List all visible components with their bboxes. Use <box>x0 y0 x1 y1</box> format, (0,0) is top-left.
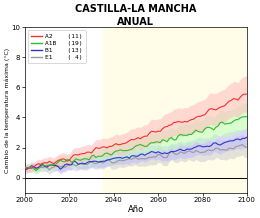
Legend: A2    (11), A1B   (19), B1    (13), E1    ( 4): A2 (11), A1B (19), B1 (13), E1 ( 4) <box>28 31 86 63</box>
Bar <box>103 27 247 192</box>
Y-axis label: Cambio de la temperatura máxima (°C): Cambio de la temperatura máxima (°C) <box>4 47 10 172</box>
Title: CASTILLA-LA MANCHA
ANUAL: CASTILLA-LA MANCHA ANUAL <box>75 4 197 27</box>
Bar <box>25 27 103 192</box>
X-axis label: Año: Año <box>128 205 144 214</box>
